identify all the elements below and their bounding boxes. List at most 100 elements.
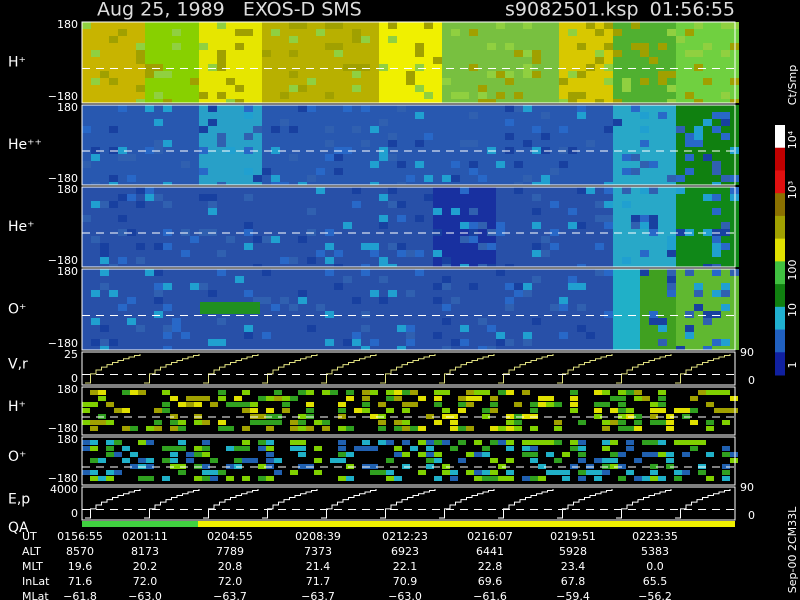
angle-cell [506, 470, 514, 475]
spectrogram-cell [127, 29, 136, 36]
spectrogram-cell [442, 201, 451, 208]
spectrogram-cell [199, 64, 208, 71]
spectrogram-cell [163, 140, 172, 147]
spectrogram-cell [595, 71, 604, 78]
spectrogram-cell [703, 43, 712, 50]
spectrogram-cell [118, 36, 127, 43]
spectrogram-cell [685, 99, 694, 103]
spectrogram-cell [451, 243, 460, 250]
colorbar-step [775, 193, 785, 217]
spectrogram-cell [100, 339, 109, 346]
spectrogram-cell [712, 29, 721, 36]
angle-cell [570, 390, 578, 395]
spectrogram-cell [577, 140, 586, 147]
spectrogram-cell [154, 194, 163, 201]
spectrogram-cell [100, 99, 109, 103]
spectrogram-cell [685, 50, 694, 57]
spectrogram-cell [469, 257, 478, 264]
spectrogram-cell [163, 215, 172, 222]
spectrogram-cell [289, 71, 298, 78]
spectrogram-cell [397, 133, 406, 140]
spectrogram-cell [127, 332, 136, 339]
spectrogram-cell [478, 126, 487, 133]
spectrogram-cell [343, 243, 352, 250]
spectrogram-cell [325, 318, 334, 325]
angle-cell [202, 446, 210, 451]
spectrogram-cell [712, 71, 721, 78]
spectrogram-cell [514, 194, 523, 201]
angle-cell [346, 476, 354, 481]
spectrogram-cell [352, 22, 361, 29]
spectrogram-cell [325, 229, 334, 236]
spectrogram-cell [334, 140, 343, 147]
spectrogram-cell [442, 264, 451, 267]
angle-cell [618, 476, 626, 481]
spectrogram-cell [190, 154, 199, 161]
angle-cell [146, 426, 154, 431]
spectrogram-cell [298, 257, 307, 264]
spectrogram-cell [190, 318, 199, 325]
spectrogram-cell [685, 187, 694, 194]
spectrogram-cell [667, 78, 676, 85]
spectrogram-cell [136, 243, 145, 250]
spectrogram-cell [82, 304, 91, 311]
spectrogram-cell [307, 57, 316, 64]
spectrogram-cell [433, 339, 442, 346]
spectrogram-cell [577, 29, 586, 36]
panel-frame [81, 386, 736, 436]
spectrogram-cell [325, 78, 334, 85]
spectrogram-cell [685, 318, 694, 325]
spectrogram-cell [649, 222, 658, 229]
spectrogram-cell [334, 71, 343, 78]
spectrogram-cell [118, 105, 127, 112]
spectrogram-cell [667, 29, 676, 36]
angle-cell [450, 476, 458, 481]
spectrogram-cell [253, 57, 262, 64]
spectrogram-cell [532, 201, 541, 208]
spectrogram-cell [406, 182, 415, 185]
tick-label: 180 [57, 101, 78, 114]
spectrogram-cell [487, 250, 496, 257]
angle-cell [650, 408, 658, 413]
spectrogram-cell [253, 236, 262, 243]
spectrogram-cell [82, 346, 91, 350]
spectrogram-cell [316, 133, 325, 140]
spectrogram-cell [442, 99, 451, 103]
spectrogram-cell [613, 250, 622, 257]
spectrogram-cell [586, 133, 595, 140]
angle-cell [386, 458, 394, 463]
spectrogram-cell [316, 119, 325, 126]
spectrogram-cell [424, 22, 433, 29]
spectrogram-cell [559, 22, 568, 29]
spectrogram-cell [613, 276, 622, 283]
spectrogram-cell [181, 168, 190, 175]
angle-cell [602, 470, 610, 475]
spectrogram-cell [190, 182, 199, 185]
spectrogram-cell [451, 43, 460, 50]
spectrogram-cell [622, 161, 631, 168]
angle-cell [530, 446, 538, 451]
spectrogram-cell [82, 325, 91, 332]
angle-cell [594, 476, 602, 481]
spectrogram-cell [532, 257, 541, 264]
spectrogram-cell [640, 236, 649, 243]
spectrogram-cell [613, 187, 622, 194]
spectrogram-cell [145, 269, 154, 276]
spectrogram-cell [703, 229, 712, 236]
spectrogram-cell [586, 140, 595, 147]
spectrogram-cell [109, 112, 118, 119]
spectrogram-cell [415, 119, 424, 126]
spectrogram-cell [127, 85, 136, 92]
spectrogram-cell [658, 161, 667, 168]
angle-cell [274, 390, 282, 395]
spectrogram-cell [298, 133, 307, 140]
angle-cell [578, 470, 586, 475]
spectrogram-cell [298, 346, 307, 350]
spectrogram-cell [145, 311, 154, 318]
spectrogram-cell [190, 257, 199, 264]
spectrogram-cell [415, 29, 424, 36]
spectrogram-cell [244, 264, 253, 267]
spectrogram-cell [172, 71, 181, 78]
cell: 71.6 [68, 575, 93, 588]
spectrogram-cell [433, 332, 442, 339]
